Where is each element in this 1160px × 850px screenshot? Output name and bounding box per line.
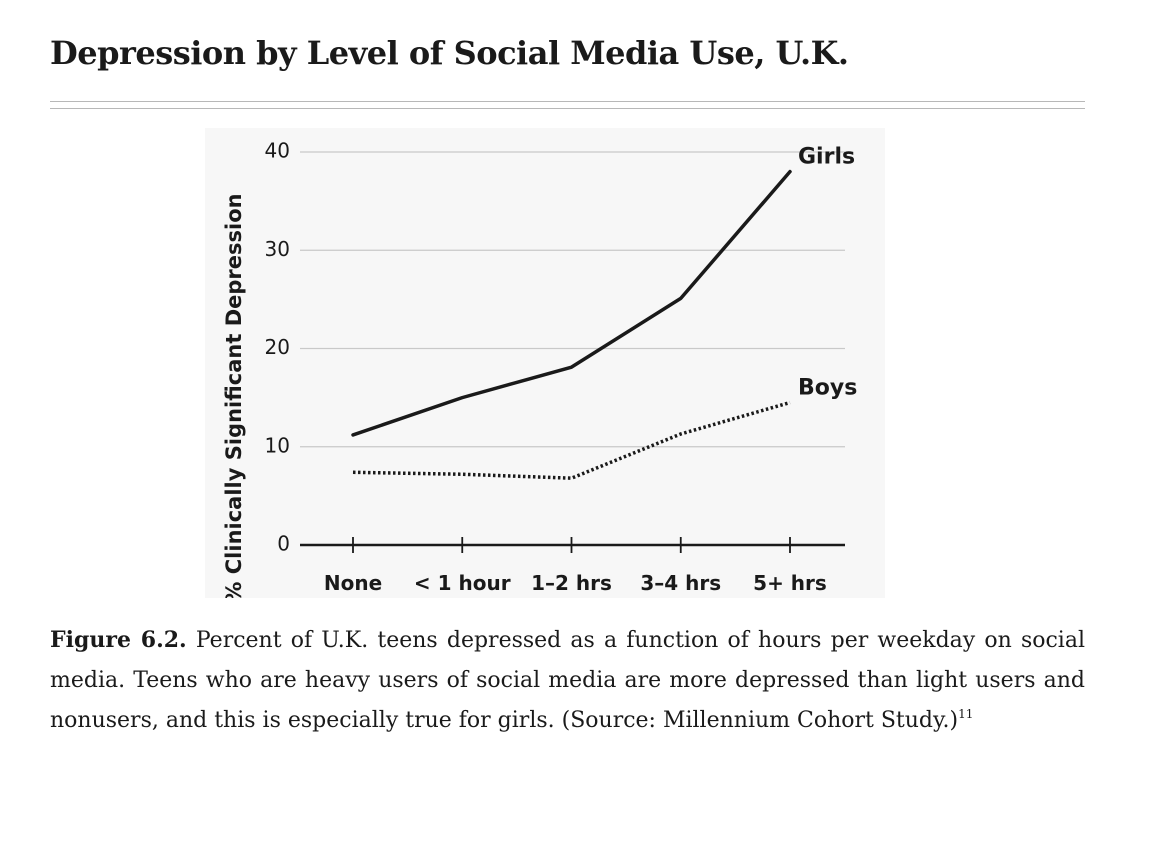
x-tick-label: 5+ hrs [753,571,827,595]
y-axis-label: % Clinically Significant Depression [222,193,246,598]
line-chart: 0 10 20 30 40 None < 1 hour 1–2 hrs 3–4 hrs 5+ h… [205,128,885,598]
series-label-girls: Girls [798,145,855,170]
x-tick-label: 1–2 hrs [531,571,612,595]
series-label-boys: Boys [798,376,857,401]
y-tick-label: 20 [265,335,290,359]
y-tick-label: 10 [265,433,290,457]
figure-caption: Figure 6.2. Percent of U.K. teens depres… [50,620,1085,741]
chart: 0 10 20 30 40 None < 1 hour 1–2 hrs 3–4 hrs 5+ h… [205,128,885,598]
series-line-girls [351,169,792,437]
y-tick-label: 0 [277,532,290,556]
title-rule-top [50,101,1085,102]
figure-label: Figure 6.2. [50,627,187,653]
x-tick-label: 3–4 hrs [640,571,721,595]
chart-background [205,128,885,598]
title-rule-bottom [50,108,1085,109]
x-tick-label: < 1 hour [414,571,511,595]
caption-text: Percent of U.K. teens depressed as a fun… [50,628,1085,733]
page-title: Depression by Level of Social Media Use,… [50,34,849,72]
x-tick-label: None [324,571,382,595]
y-tick-label: 40 [265,139,290,163]
y-tick-label: 30 [265,237,290,261]
footnote-marker: 11 [958,707,974,721]
